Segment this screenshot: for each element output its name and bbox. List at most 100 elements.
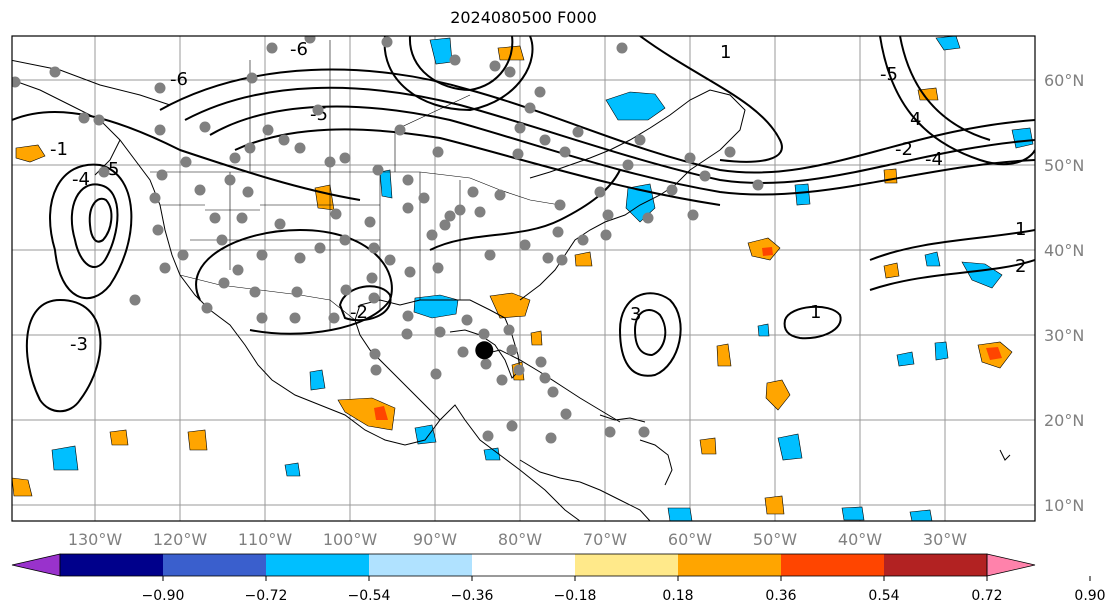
station-dot	[461, 314, 473, 326]
contour-label: -2	[895, 139, 913, 160]
station-dot	[484, 249, 496, 261]
colorbar-segment	[781, 554, 884, 576]
station-dot	[554, 199, 566, 211]
station-dot	[366, 272, 378, 284]
colorbar-segment	[163, 554, 266, 576]
longitude-label: 50°W	[753, 530, 797, 549]
contour-label: 1	[720, 42, 731, 63]
colorbar-tick-label: −0.54	[348, 588, 391, 604]
longitude-labels: 130°W 120°W 110°W 100°W 90°W 80°W 70°W 60°W 50°W…	[68, 530, 967, 549]
station-dot	[449, 54, 461, 66]
station-dot	[368, 242, 380, 254]
station-dot	[152, 224, 164, 236]
station-dot	[266, 42, 278, 54]
contour-label: -6	[290, 39, 308, 60]
station-dot	[232, 264, 244, 276]
station-dot	[256, 312, 268, 324]
station-dot	[545, 432, 557, 444]
latitude-label: 10°N	[1044, 496, 1084, 515]
colorbar-segment	[884, 554, 987, 576]
colorbar-tick-label: 0.72	[971, 588, 1002, 604]
station-dot	[372, 164, 384, 176]
longitude-label: 100°W	[323, 530, 378, 549]
map-background	[12, 36, 1035, 521]
station-dot	[439, 219, 451, 231]
station-dot	[294, 142, 306, 154]
colorbar-tick-label: −0.36	[451, 588, 494, 604]
station-dot	[294, 252, 306, 264]
station-dot	[622, 159, 634, 171]
station-dot	[418, 192, 430, 204]
latitude-label: 30°N	[1044, 326, 1084, 345]
station-dot	[513, 364, 525, 376]
observation-stations	[12, 36, 764, 444]
station-dot	[394, 124, 406, 136]
station-dot	[542, 252, 554, 264]
station-dot	[687, 209, 699, 221]
station-dot	[560, 408, 572, 420]
station-dot	[244, 142, 256, 154]
longitude-label: 120°W	[153, 530, 208, 549]
contour-label: 4	[910, 109, 921, 130]
station-dot	[489, 60, 501, 72]
station-dot	[552, 226, 564, 238]
station-dot	[304, 36, 316, 44]
station-dot	[339, 152, 351, 164]
station-dot	[434, 326, 446, 338]
station-dot	[504, 66, 516, 78]
station-dot	[129, 294, 141, 306]
colorbar-tick-labels: −0.90 −0.72 −0.54 −0.36 −0.18 0.18 0.36 0.54 0.7…	[142, 576, 1105, 604]
station-dot	[93, 114, 105, 126]
station-dot	[98, 166, 110, 178]
contour-label: -1	[50, 139, 68, 160]
station-dot	[699, 170, 711, 182]
station-dot	[369, 348, 381, 360]
latitude-label: 50°N	[1044, 156, 1084, 175]
figure-title: 2024080500 F000	[450, 8, 597, 27]
contour-label: 2	[1015, 256, 1026, 277]
station-dot	[602, 209, 614, 221]
station-dot	[594, 186, 606, 198]
contour-label: -4	[72, 169, 90, 190]
station-dot	[604, 426, 616, 438]
colorbar-segment	[472, 554, 575, 576]
station-dot	[404, 266, 416, 278]
storm-center-marker	[475, 341, 494, 360]
station-dot	[177, 249, 189, 261]
station-dot	[340, 284, 352, 296]
station-dot	[256, 249, 268, 261]
station-dot	[506, 344, 518, 356]
longitude-label: 30°W	[923, 530, 967, 549]
station-dot	[467, 186, 479, 198]
station-dot	[752, 179, 764, 191]
station-dot	[368, 292, 380, 304]
longitude-label: 80°W	[498, 530, 542, 549]
station-dot	[289, 312, 301, 324]
station-dot	[534, 86, 546, 98]
station-dot	[506, 420, 518, 432]
station-dot	[547, 386, 559, 398]
colorbar-segment	[266, 554, 369, 576]
station-dot	[494, 189, 506, 201]
station-dot	[444, 210, 456, 222]
longitude-label: 60°W	[668, 530, 712, 549]
contour-label: 1	[810, 302, 821, 323]
station-dot	[78, 112, 90, 124]
map-frame	[11, 35, 1036, 522]
station-dot	[381, 36, 393, 48]
colorbar-segment	[60, 554, 163, 576]
station-dot	[291, 286, 303, 298]
longitude-label: 110°W	[238, 530, 293, 549]
station-dot	[402, 310, 414, 322]
station-dot	[556, 254, 568, 266]
station-dot	[154, 82, 166, 94]
station-dot	[402, 174, 414, 186]
station-dot	[430, 368, 442, 380]
station-dot	[642, 212, 654, 224]
colorbar-tick-label: 0.36	[765, 588, 796, 604]
colorbar-tick-label: 0.90	[1074, 588, 1105, 604]
station-dot	[600, 229, 612, 241]
colorbar-segment	[369, 554, 472, 576]
